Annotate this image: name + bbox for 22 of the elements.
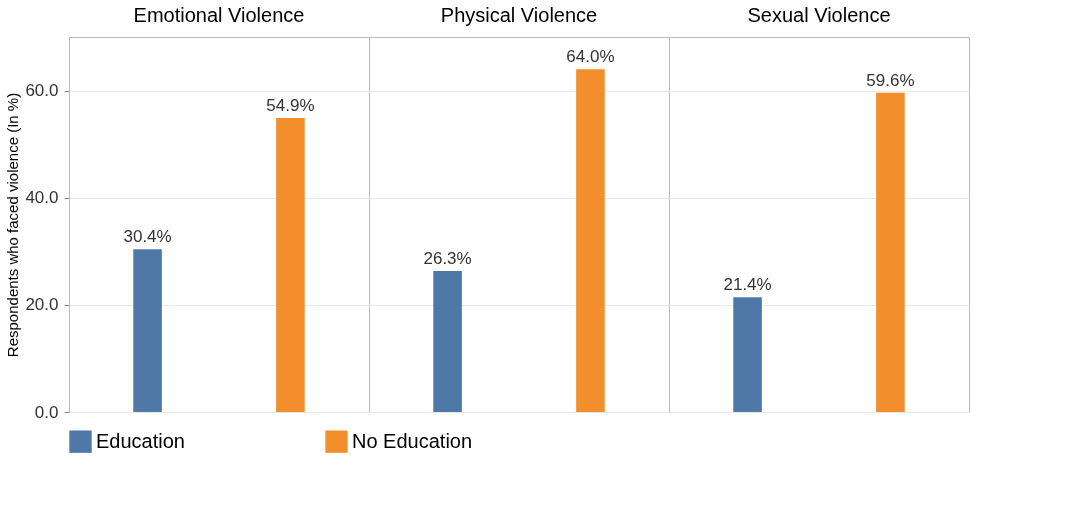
data-label: 21.4%: [723, 275, 772, 295]
y-tick-label: 40.0: [25, 188, 59, 208]
y-tick-label: 0.0: [34, 402, 59, 422]
y-axis-title: Respondents who faced violence (In %): [4, 92, 22, 358]
data-label: 26.3%: [423, 249, 472, 269]
bar: [576, 69, 605, 412]
legend-label: Education: [96, 429, 185, 452]
bar: [876, 92, 905, 412]
bar: [733, 297, 762, 412]
data-label: 59.6%: [866, 70, 915, 90]
data-label: 54.9%: [266, 95, 315, 115]
x-tick-label: Physical Violence: [440, 3, 598, 26]
legend-label: No Education: [352, 429, 473, 452]
x-tick-label: Emotional Violence: [133, 3, 305, 26]
data-label: 64.0%: [566, 47, 615, 67]
y-tick-label: 20.0: [25, 295, 59, 315]
y-tick-label: 60.0: [25, 81, 59, 101]
bar: [433, 271, 462, 412]
bar: [276, 117, 305, 412]
data-label: 30.4%: [123, 227, 172, 247]
bar: [133, 249, 162, 412]
x-tick-label: Sexual Violence: [747, 3, 891, 26]
